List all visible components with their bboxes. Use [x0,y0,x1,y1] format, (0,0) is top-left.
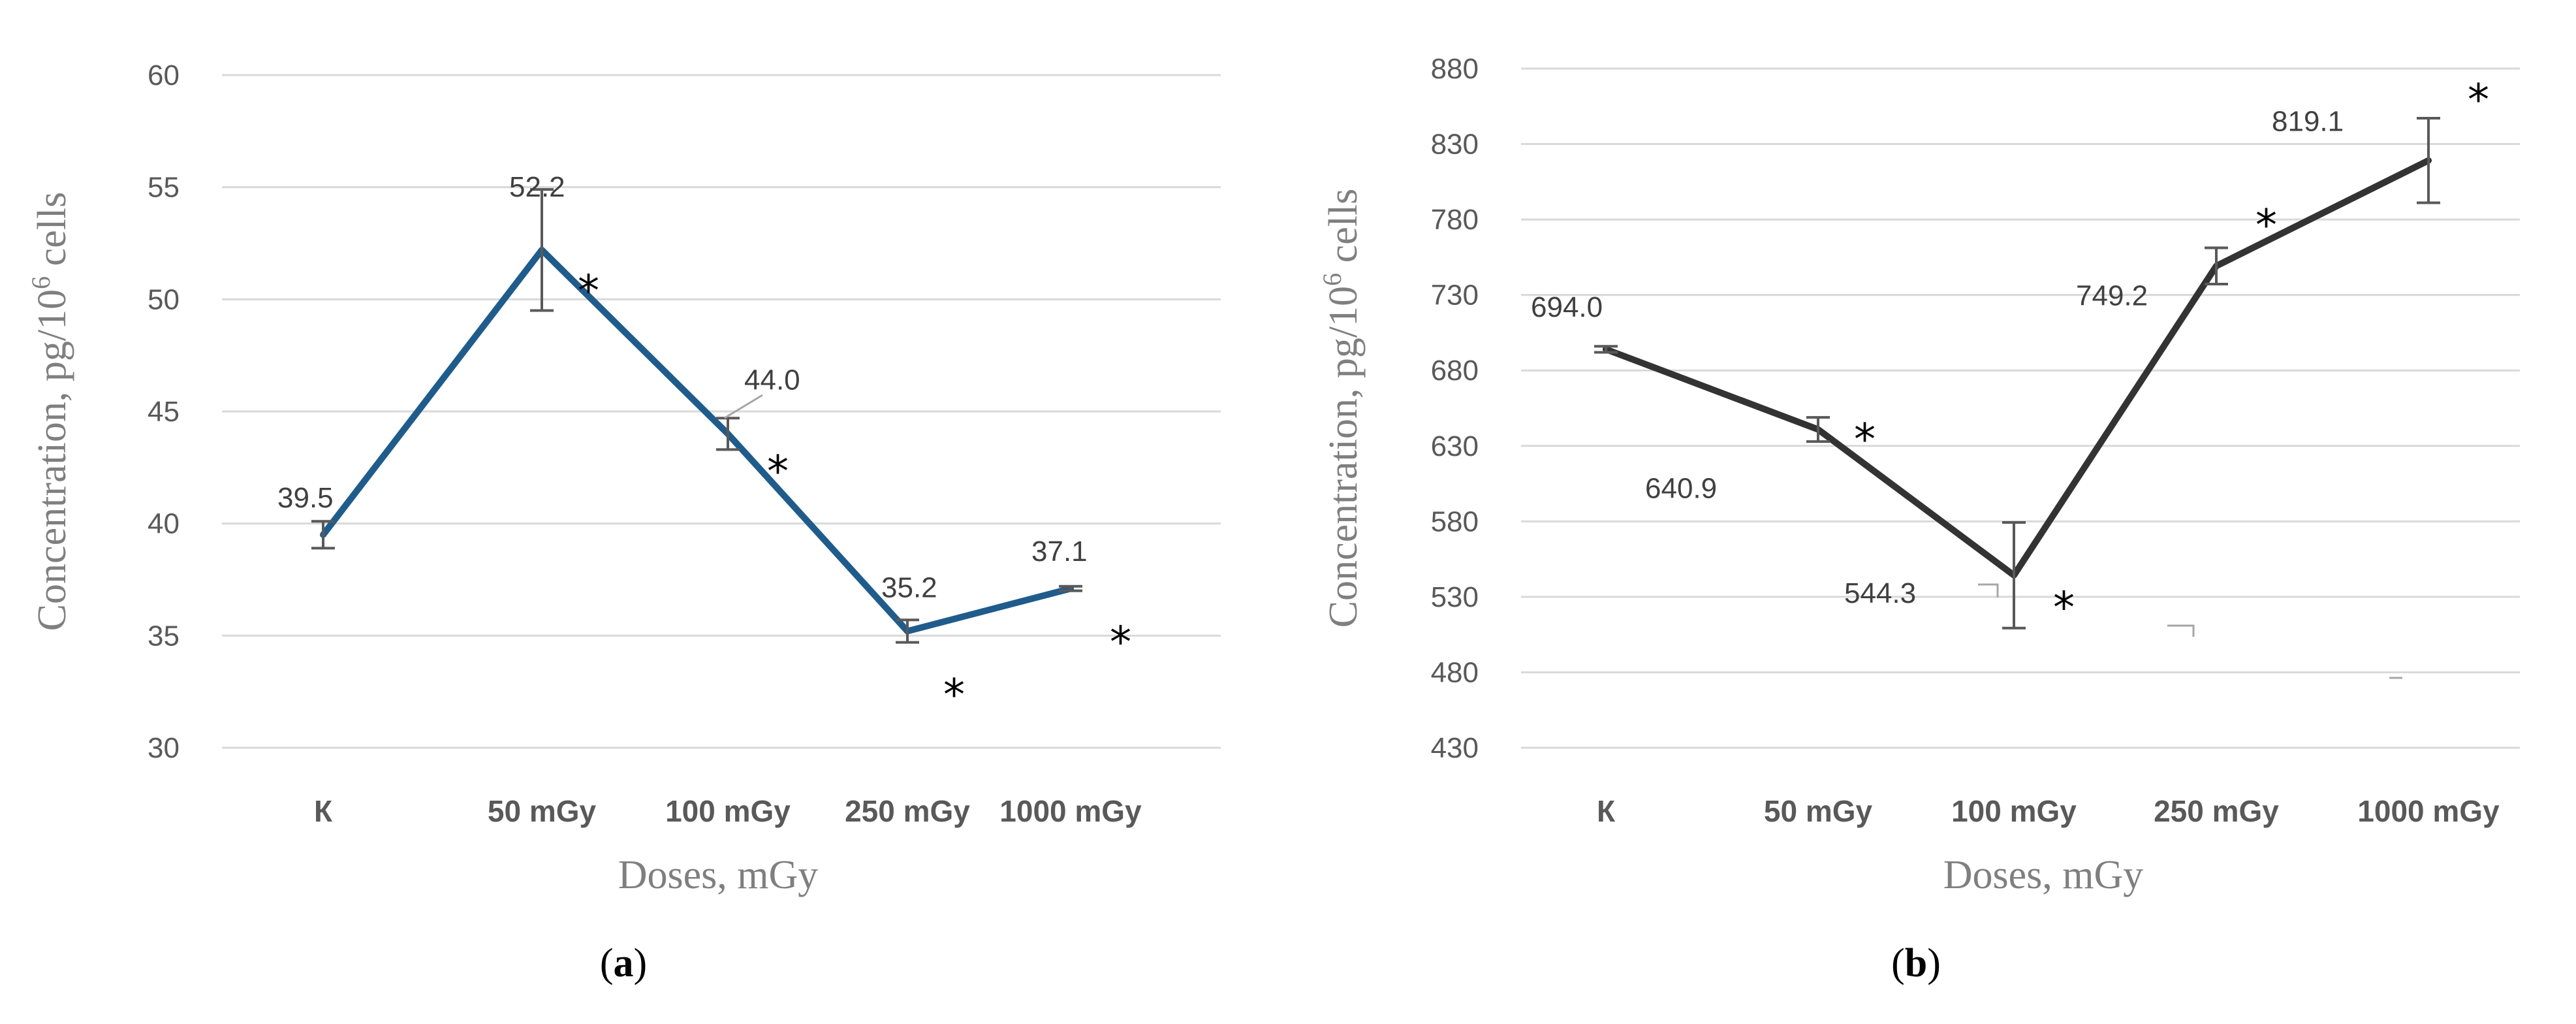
x-tick-label-a-3: 250 mGy [845,794,970,828]
y-tick-label-b-6: 730 [1431,280,1479,312]
data-label-b-0: 694.0 [1531,291,1603,323]
x-tick-label-b-0: К [1597,794,1616,828]
y-tick-label-b-5: 680 [1431,355,1479,387]
y-tick-label-b-1: 480 [1431,656,1479,688]
panel-label-letter-b: b [1905,941,1927,985]
significance-star-a-1: * [578,266,599,316]
label-leader-b-2 [1978,583,1999,598]
chart-panel-a: 30 35 40 45 50 55 60 К 50 mGy 100 mGy 250 mGy 1000 … [26,59,1221,985]
y-axis-title-sup-a: 6 [26,276,55,289]
y-tick-label-a-2: 40 [148,508,180,540]
y-axis-title-suffix-a: cells [30,192,74,276]
y-axis-title-b: Concentration, pg/106 cells [1317,189,1366,628]
y-tick-label-b-0: 430 [1431,732,1479,764]
data-label-a-0: 39.5 [277,482,334,514]
y-axis-title-main-a: Concentration, pg/10 [30,289,74,631]
data-label-a-1: 52.2 [509,171,565,203]
y-tick-label-b-4: 630 [1431,430,1479,462]
y-tick-label-a-0: 30 [148,732,180,764]
y-axis-title-a: Concentration, pg/106 cells [26,192,74,632]
data-label-a-4: 37.1 [1031,536,1088,568]
y-tick-label-a-5: 55 [148,172,180,204]
chart-panel-b: 430 480 530 580 630 680 730 780 830 880 К 50 mGy 100… [1317,53,2520,985]
significance-star-a-3: * [943,669,965,720]
significance-star-a-4: * [1110,617,1131,667]
y-axis-title-suffix-b: cells [1321,189,1366,273]
y-tick-label-b-2: 530 [1431,581,1479,613]
error-bar-b-3 [2205,246,2228,286]
y-tick-label-b-7: 780 [1431,204,1479,236]
significance-star-b-2: * [2053,583,2075,633]
label-leader-a-2 [724,394,763,419]
significance-star-a-2: * [767,446,789,496]
y-tick-label-b-9: 880 [1431,53,1479,85]
x-tick-label-b-2: 100 mGy [1951,794,2077,828]
y-tick-label-a-3: 45 [148,396,180,428]
error-bar-a-3 [896,618,919,644]
y-axis-title-sup-b: 6 [1317,273,1347,286]
data-label-b-3: 749.2 [2076,280,2148,312]
error-bar-a-2 [716,417,740,451]
panel-label-close-a: ) [634,941,648,985]
y-tick-label-a-6: 60 [148,59,180,91]
y-tick-label-b-8: 830 [1431,129,1479,161]
error-bar-a-0 [311,520,335,550]
label-leader-b-3 [2167,624,2195,637]
series-line-b [1603,157,2432,579]
panel-label-open-a: ( [600,941,614,985]
error-bar-b-1 [1806,416,1830,443]
x-tick-label-b-1: 50 mGy [1764,794,1873,828]
panel-label-letter-a: a [614,941,634,985]
data-label-a-2: 44.0 [744,364,800,396]
panel-label-open-b: ( [1891,941,1905,985]
x-tick-label-b-3: 250 mGy [2154,794,2279,828]
error-bar-a-4 [1059,584,1082,592]
data-label-b-1: 640.9 [1645,473,1717,505]
y-tick-label-a-4: 50 [148,283,180,315]
error-bar-b-0 [1594,345,1618,354]
x-axis-title-b: Doses, mGy [1943,853,2144,897]
panel-label-a: (a) [600,941,647,985]
significance-star-b-3: * [2255,200,2277,250]
error-bar-b-4 [2417,117,2440,204]
y-tick-label-b-3: 580 [1431,505,1479,537]
error-bar-b-2 [2002,520,2026,630]
significance-star-b-1: * [1854,415,1876,465]
panel-label-close-b: ) [1927,941,1941,985]
data-label-b-2: 544.3 [1844,577,1916,609]
data-label-b-4: 819.1 [2272,106,2344,138]
x-tick-label-b-4: 1000 mGy [2357,794,2500,828]
x-axis-title-a: Doses, mGy [618,853,819,897]
panel-label-b: (b) [1891,941,1941,985]
y-axis-title-main-b: Concentration, pg/10 [1321,286,1366,628]
data-label-a-3: 35.2 [881,571,937,603]
x-tick-label-a-1: 50 mGy [488,794,597,828]
y-tick-label-a-1: 35 [148,620,180,652]
series-line-a [320,246,1074,635]
significance-star-b-4: * [2468,75,2489,125]
x-tick-label-a-0: К [314,794,333,828]
x-tick-label-a-2: 100 mGy [665,794,791,828]
error-bar-a-1 [530,188,554,312]
x-tick-label-a-4: 1000 mGy [999,794,1142,828]
